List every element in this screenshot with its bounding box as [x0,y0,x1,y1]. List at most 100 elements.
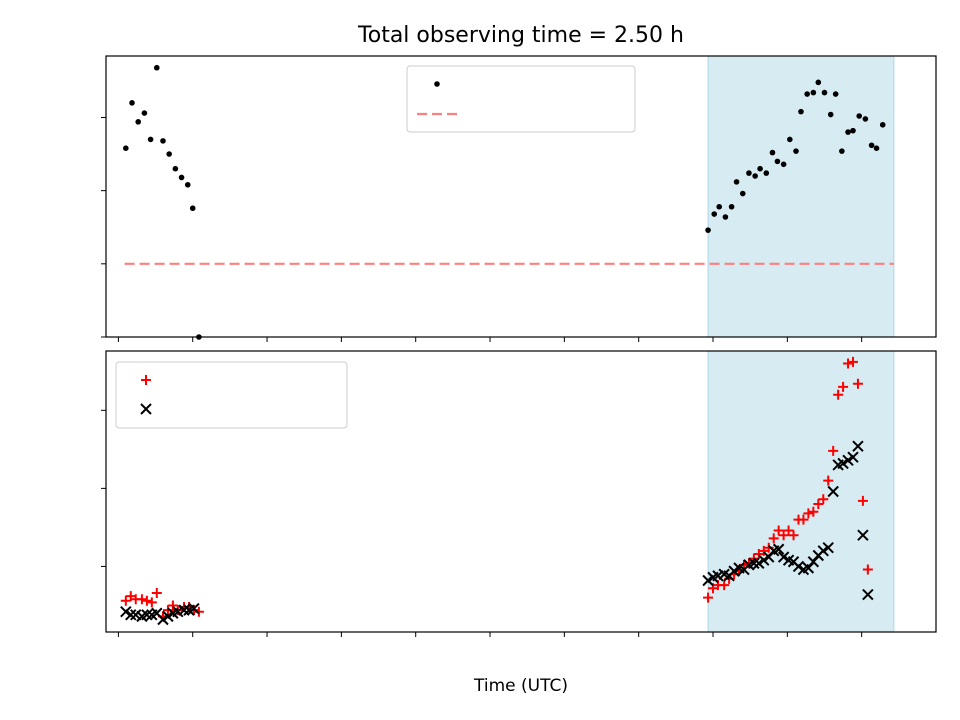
plus-marker [818,494,829,505]
measurement-point [716,203,723,210]
legend-box [115,361,348,429]
plus-marker [188,605,199,616]
predicted-star-point [141,609,153,621]
matched-star-point [188,605,199,616]
measurement-point [793,148,799,154]
matched-star-point [783,525,794,536]
top-axes-frame [105,55,937,338]
measurement-point [787,136,793,143]
measurement-point [705,227,711,233]
matched-star-point [848,356,858,367]
plus-marker [763,542,774,553]
measurement-point [722,214,729,220]
measurement-point [763,170,770,176]
matched-star-point [857,495,868,506]
measurement-point [873,145,880,152]
matched-star-point [838,381,849,392]
measurement-point [733,179,740,185]
x-marker [188,602,200,615]
x-axis-label: Time (UTC) [473,676,568,696]
matched-star-point [141,595,152,606]
plus-marker [808,506,819,517]
matched-star-point [763,542,774,553]
bottom-observing-span [707,350,895,633]
measurement-point [711,211,718,217]
x-marker [125,609,137,621]
measurement-point [184,181,191,188]
measurement-point [780,161,787,168]
matched-star-point [808,506,819,517]
matched-star-point [843,358,854,369]
measurement-point [804,91,810,97]
matched-star-point [803,508,814,519]
measurement-point [862,116,869,122]
measurement-point [129,100,135,106]
plus-marker [719,580,730,591]
matched-star-point [136,594,147,605]
measurement-point [141,110,148,116]
plus-marker [120,595,131,606]
predicted-star-point [827,485,839,498]
plus-marker [167,600,178,611]
measurement-point [746,170,752,176]
measurement-point [839,148,845,154]
measurement-point [821,89,828,96]
measurement-point [850,127,856,134]
predicted-star-point [188,602,200,615]
measurement-point [189,205,196,212]
measurement-point [739,190,746,197]
x-marker [178,604,190,616]
measurement-point [868,142,875,149]
matched-star-point [818,494,829,505]
predicted-star-point [748,557,760,570]
matched-star-point [823,475,834,486]
matched-star-point [828,445,839,456]
matched-star-point [151,587,162,598]
matched-star-point [146,597,157,608]
measurement-point [147,136,154,143]
matched-star-point [193,606,204,617]
plus-marker [151,587,162,598]
matched-star-point [172,605,183,616]
plus-marker [778,530,789,541]
measurement-point [178,174,185,181]
measurement-point [845,129,851,135]
predicted-star-point [857,529,869,541]
plus-marker [843,358,854,369]
plus-marker [828,445,839,456]
measurement-point [135,119,142,125]
measurement-point [827,111,834,118]
top-panel [101,55,937,342]
plus-marker [848,356,858,367]
measurement-point [123,145,129,152]
predicted-star-point [862,588,874,601]
predicted-star-point [125,609,137,621]
matched-star-point [703,592,714,603]
top-legend [406,65,636,133]
x-marker [847,451,859,463]
plus-marker [773,525,784,536]
matched-star-point [768,533,779,544]
measurement-point [166,151,172,157]
plus-marker [136,594,147,605]
x-marker [862,588,874,601]
x-marker [772,543,785,555]
matched-star-point [773,525,784,536]
plus-marker [838,381,849,392]
plus-marker [798,514,809,525]
x-marker [822,541,834,554]
matched-star-point [813,498,824,509]
matched-star-point [743,558,754,569]
x-marker [857,529,869,541]
matched-star-point [788,530,799,541]
measurement-point [879,121,886,128]
plus-marker [803,508,814,519]
measurement-point [728,203,735,210]
measurement-point [769,149,776,156]
plus-marker [788,530,799,541]
matched-star-point [852,378,863,389]
measurement-point [752,173,758,179]
measurement-point [856,113,862,119]
legend-box [406,65,636,133]
